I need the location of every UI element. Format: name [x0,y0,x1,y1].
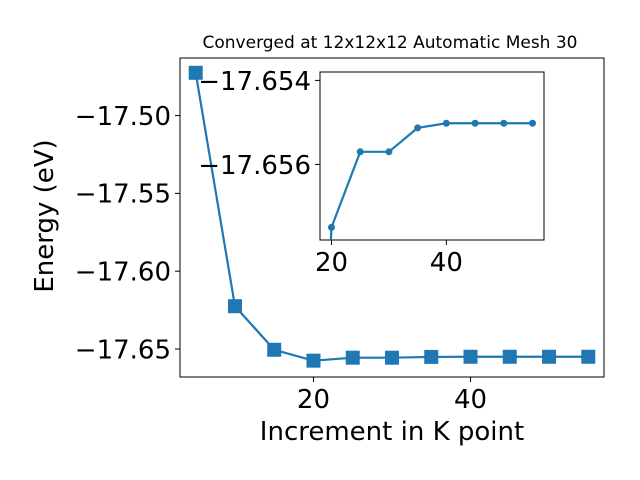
inset-x-tick-label: 40 [430,248,463,278]
chart-title: Converged at 12x12x12 Automatic Mesh 30 [203,33,578,53]
main-data-point [345,350,360,365]
main-data-point [463,349,478,364]
inset-y-tick-label: −17.656 [198,151,311,181]
inset-data-point [500,119,508,127]
inset-data-point [327,223,335,231]
inset-frame [319,71,545,241]
main-x-tick-label: 40 [454,385,487,415]
main-data-point [188,65,203,80]
main-y-tick-label: −17.65 [75,335,171,365]
inset-plot-area [327,119,537,240]
inset-data-point [442,119,450,127]
main-data-point [424,349,439,364]
inset-data-point [385,148,393,156]
main-y-tick-label: −17.50 [75,102,171,132]
x-axis-label: Increment in K point [260,417,524,447]
main-data-point [267,342,282,357]
inset-data-point [414,124,422,132]
inset-y-tick-label: −17.654 [198,67,311,97]
main-data-point [542,349,557,364]
inset-data-point [356,148,364,156]
main-data-point [581,349,596,364]
inset-data-point [529,119,537,127]
inset-x-tick-label: 20 [315,248,348,278]
inset-axes: 20 40 −17.656 −17.654 [198,67,545,278]
main-y-tick-label: −17.55 [75,180,171,210]
inset-data-point [471,119,479,127]
y-axis-label: Energy (eV) [30,139,60,292]
main-y-tick-label: −17.60 [75,258,171,288]
main-data-point [502,349,517,364]
main-x-tick-label: 20 [297,385,330,415]
main-data-point [385,350,399,365]
main-data-point [227,299,242,314]
main-data-point [306,353,321,368]
